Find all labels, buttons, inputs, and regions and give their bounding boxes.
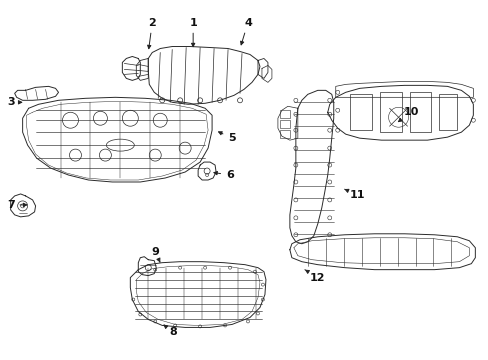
Text: 9: 9: [151, 247, 160, 262]
Text: 1: 1: [189, 18, 197, 47]
Text: 10: 10: [398, 107, 418, 122]
Bar: [379, 92, 401, 132]
Bar: [439, 94, 456, 130]
Text: 7: 7: [7, 200, 27, 210]
Text: 4: 4: [240, 18, 251, 45]
Bar: [279, 120, 289, 128]
Text: 11: 11: [344, 189, 365, 200]
Bar: [349, 94, 371, 130]
Bar: [408, 92, 430, 132]
Text: 12: 12: [305, 270, 325, 283]
Text: 2: 2: [147, 18, 156, 49]
Text: 3: 3: [7, 97, 21, 107]
Bar: [279, 130, 289, 138]
Text: 5: 5: [218, 132, 235, 143]
Text: 6: 6: [213, 170, 233, 180]
Bar: [279, 110, 289, 118]
Text: 8: 8: [163, 325, 177, 337]
